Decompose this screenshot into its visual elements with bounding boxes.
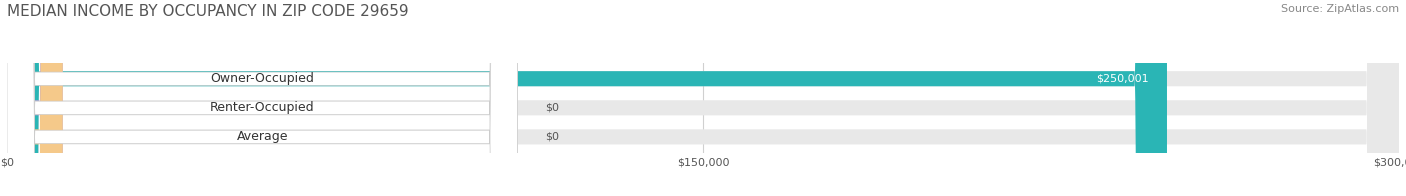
Text: Source: ZipAtlas.com: Source: ZipAtlas.com <box>1281 4 1399 14</box>
FancyBboxPatch shape <box>7 0 1167 196</box>
Text: Owner-Occupied: Owner-Occupied <box>211 72 314 85</box>
Text: Renter-Occupied: Renter-Occupied <box>209 101 315 114</box>
FancyBboxPatch shape <box>7 0 63 196</box>
FancyBboxPatch shape <box>7 0 517 196</box>
FancyBboxPatch shape <box>7 0 1399 196</box>
FancyBboxPatch shape <box>7 0 517 196</box>
FancyBboxPatch shape <box>7 0 1399 196</box>
FancyBboxPatch shape <box>7 0 63 196</box>
Text: Average: Average <box>236 130 288 143</box>
Text: $250,001: $250,001 <box>1095 74 1149 84</box>
Text: MEDIAN INCOME BY OCCUPANCY IN ZIP CODE 29659: MEDIAN INCOME BY OCCUPANCY IN ZIP CODE 2… <box>7 4 409 19</box>
Text: $0: $0 <box>546 103 560 113</box>
Text: $0: $0 <box>546 132 560 142</box>
FancyBboxPatch shape <box>7 0 517 196</box>
FancyBboxPatch shape <box>7 0 1399 196</box>
